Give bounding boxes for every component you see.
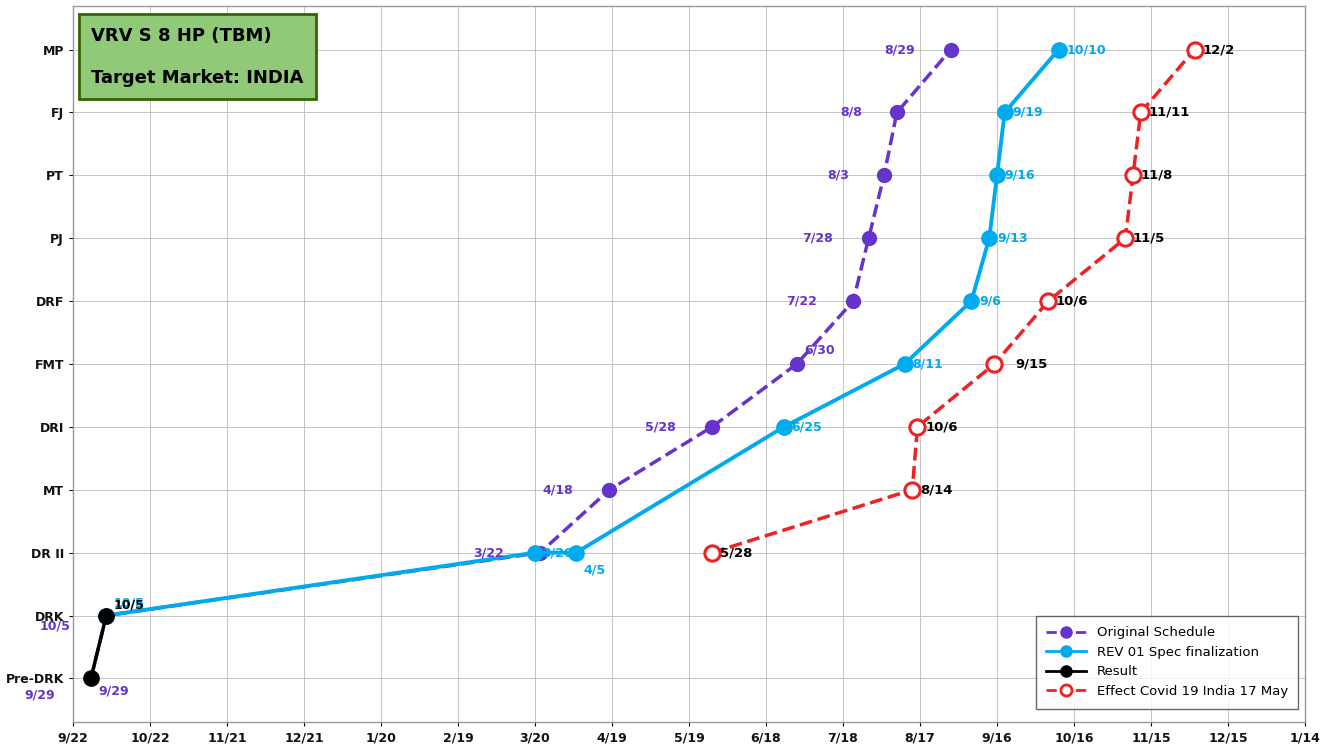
Text: 9/29: 9/29: [24, 689, 54, 702]
Text: 9/19: 9/19: [1012, 106, 1044, 119]
Text: 8/11: 8/11: [912, 358, 943, 370]
Text: 10/5: 10/5: [114, 598, 145, 611]
Text: 3/20: 3/20: [542, 546, 573, 560]
Text: 8/14: 8/14: [920, 483, 952, 496]
Text: 9/15: 9/15: [1014, 358, 1048, 370]
Legend: Original Schedule, REV 01 Spec finalization, Result, Effect Covid 19 India 17 Ma: Original Schedule, REV 01 Spec finalizat…: [1036, 616, 1298, 709]
Text: 4/18: 4/18: [542, 483, 573, 496]
Text: 4/5: 4/5: [583, 563, 606, 576]
Text: 12/2: 12/2: [1203, 43, 1235, 56]
Text: 10/5: 10/5: [114, 596, 145, 610]
Text: 10/10: 10/10: [1066, 43, 1106, 56]
Text: 11/5: 11/5: [1132, 232, 1166, 244]
Text: 6/25: 6/25: [792, 420, 822, 434]
Text: 8/29: 8/29: [884, 43, 915, 56]
Text: 5/28: 5/28: [646, 420, 676, 434]
Text: 9/13: 9/13: [997, 232, 1028, 244]
Text: 11/8: 11/8: [1140, 169, 1174, 182]
Text: 11/11: 11/11: [1148, 106, 1189, 119]
Text: 7/28: 7/28: [802, 232, 833, 244]
Text: 9/29: 9/29: [98, 685, 129, 698]
Text: 8/8: 8/8: [841, 106, 862, 119]
Text: 7/22: 7/22: [786, 295, 817, 307]
Text: 10/6: 10/6: [1055, 295, 1089, 307]
Text: 6/30: 6/30: [805, 344, 835, 357]
Text: 9/16: 9/16: [1005, 169, 1036, 182]
Text: 3/22: 3/22: [473, 546, 504, 560]
Text: 5/28: 5/28: [720, 546, 752, 560]
Text: 9/6: 9/6: [979, 295, 1001, 307]
Text: 8/3: 8/3: [827, 169, 850, 182]
Text: 10/5: 10/5: [40, 620, 70, 633]
Text: VRV S 8 HP (TBM)

Target Market: INDIA: VRV S 8 HP (TBM) Target Market: INDIA: [91, 27, 304, 87]
Text: 10/6: 10/6: [926, 420, 957, 434]
